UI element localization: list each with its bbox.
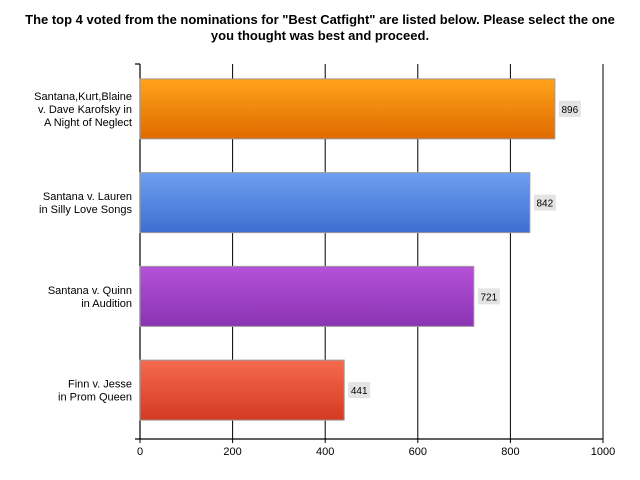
bar [139,265,475,327]
data-label-bg [533,194,556,211]
category-label: Santana v. Lauren [43,191,132,203]
data-label: 842 [537,199,554,210]
bar [139,78,556,140]
x-tick-label: 200 [223,446,241,458]
bars [139,78,556,421]
x-tick-label: 400 [316,446,334,458]
bar [139,172,531,234]
data-label-bg [558,100,581,117]
category-label: Finn v. Jesse [68,379,132,391]
category-label: Santana,Kurt,Blaine [34,91,132,103]
category-label: v. Dave Karofsky in [38,104,132,116]
chart-title: The top 4 voted from the nominations for… [25,12,615,43]
data-label-bg [477,288,500,305]
category-label: A Night of Neglect [44,117,132,129]
data-label: 896 [562,105,579,116]
category-label: in Audition [81,298,132,310]
category-label: in Prom Queen [58,392,132,404]
x-tick-label: 600 [409,446,427,458]
bar [139,359,345,421]
x-tick-label: 0 [137,446,143,458]
labels: 0 200 400 600 800 1000 896 Santana,Kurt,Blainev… [34,91,615,458]
data-label: 441 [351,386,368,397]
category-label: in Silly Love Songs [39,204,132,216]
x-tick-label: 800 [501,446,519,458]
category-label: Santana v. Quinn [48,285,132,297]
data-label: 721 [480,292,497,303]
data-label-bg [348,382,371,399]
x-tick-label: 1000 [591,446,615,458]
